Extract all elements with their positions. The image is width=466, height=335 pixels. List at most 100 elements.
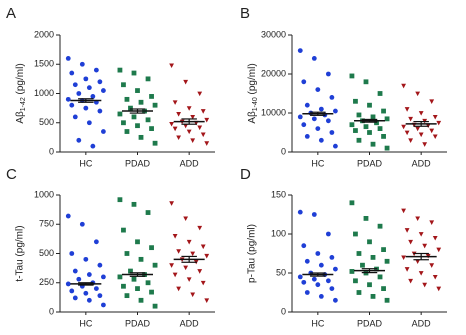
data-point xyxy=(69,70,75,76)
data-point xyxy=(401,124,406,130)
y-tick-label: 150 xyxy=(271,189,286,199)
data-point xyxy=(301,279,307,285)
data-point xyxy=(138,134,144,140)
data-point xyxy=(318,262,324,268)
y-axis-label: p-Tau (pg/ml) xyxy=(247,224,258,283)
y-tick-label: 2000 xyxy=(34,29,54,39)
y-tick-label: 500 xyxy=(39,248,54,258)
data-point xyxy=(329,255,335,260)
data-point xyxy=(204,141,210,146)
data-point xyxy=(408,239,414,245)
data-point xyxy=(97,262,103,268)
data-point xyxy=(131,114,137,120)
data-point xyxy=(176,286,182,292)
data-point xyxy=(117,274,123,280)
data-point xyxy=(436,247,442,253)
data-point xyxy=(370,255,376,260)
data-point xyxy=(377,91,383,96)
data-point xyxy=(318,137,324,143)
data-point xyxy=(404,228,410,233)
data-point xyxy=(183,265,189,271)
y-tick-label: 10000 xyxy=(261,107,286,117)
y-tick-label: 250 xyxy=(39,277,54,287)
data-point xyxy=(190,138,196,143)
data-point xyxy=(152,303,158,309)
data-point xyxy=(349,200,355,206)
data-point xyxy=(169,263,174,268)
data-point xyxy=(117,197,123,203)
data-point xyxy=(97,79,103,85)
data-point xyxy=(69,102,75,108)
data-point xyxy=(176,249,182,254)
data-point xyxy=(197,125,203,131)
data-point xyxy=(131,276,137,282)
data-point xyxy=(204,117,210,123)
data-point xyxy=(325,278,331,284)
data-point xyxy=(318,294,324,299)
y-tick-label: 0 xyxy=(49,146,54,156)
data-point xyxy=(318,106,324,112)
data-point xyxy=(301,243,307,249)
data-point xyxy=(381,286,386,291)
data-point xyxy=(200,280,206,286)
data-point xyxy=(401,83,406,89)
data-point xyxy=(415,216,421,222)
data-point xyxy=(353,278,358,284)
y-tick-label: 0 xyxy=(281,306,286,316)
data-point xyxy=(404,267,410,272)
x-tick-label: ADD xyxy=(412,158,432,168)
data-point xyxy=(384,145,390,151)
y-axis-label-part: Aβ xyxy=(247,111,258,124)
y-tick-label: 30000 xyxy=(261,29,286,39)
data-point xyxy=(131,70,137,76)
data-point xyxy=(190,251,196,257)
data-point xyxy=(353,98,358,104)
data-point xyxy=(377,126,383,131)
data-point xyxy=(422,243,428,249)
data-point xyxy=(65,213,71,219)
data-point xyxy=(145,210,151,215)
y-tick-label: 500 xyxy=(39,117,54,127)
data-point xyxy=(408,116,414,122)
data-point xyxy=(128,268,133,274)
data-point xyxy=(135,286,140,291)
data-point xyxy=(86,120,92,126)
data-point xyxy=(367,239,372,245)
data-point xyxy=(152,140,158,146)
data-point xyxy=(333,297,338,303)
data-point xyxy=(315,282,321,288)
data-point xyxy=(333,266,338,272)
data-point xyxy=(121,82,126,88)
data-point xyxy=(117,111,123,117)
data-point xyxy=(356,251,362,256)
data-point xyxy=(97,293,103,299)
data-point xyxy=(135,123,140,129)
data-point xyxy=(76,137,82,143)
y-tick-label: 50 xyxy=(276,267,286,277)
x-tick-label: ADD xyxy=(180,158,200,168)
data-point xyxy=(69,251,75,256)
data-point xyxy=(353,128,358,133)
data-point xyxy=(408,138,414,143)
y-axis-label-part: Aβ xyxy=(15,111,26,124)
data-point xyxy=(72,295,78,301)
data-point xyxy=(176,112,182,117)
data-point xyxy=(329,95,335,100)
data-point xyxy=(176,135,182,141)
data-point xyxy=(149,245,154,251)
data-point xyxy=(149,126,154,131)
y-tick-label: 1000 xyxy=(34,189,54,199)
data-point xyxy=(200,109,206,114)
x-tick-label: HC xyxy=(311,158,324,168)
data-point xyxy=(197,269,203,274)
data-point xyxy=(356,137,362,143)
data-point xyxy=(297,48,303,53)
data-point xyxy=(429,128,435,134)
data-point xyxy=(101,302,106,308)
data-point xyxy=(356,290,362,295)
data-point xyxy=(117,67,123,73)
data-point xyxy=(183,216,189,222)
data-point xyxy=(149,289,154,295)
data-point xyxy=(304,258,310,264)
data-point xyxy=(97,108,103,114)
